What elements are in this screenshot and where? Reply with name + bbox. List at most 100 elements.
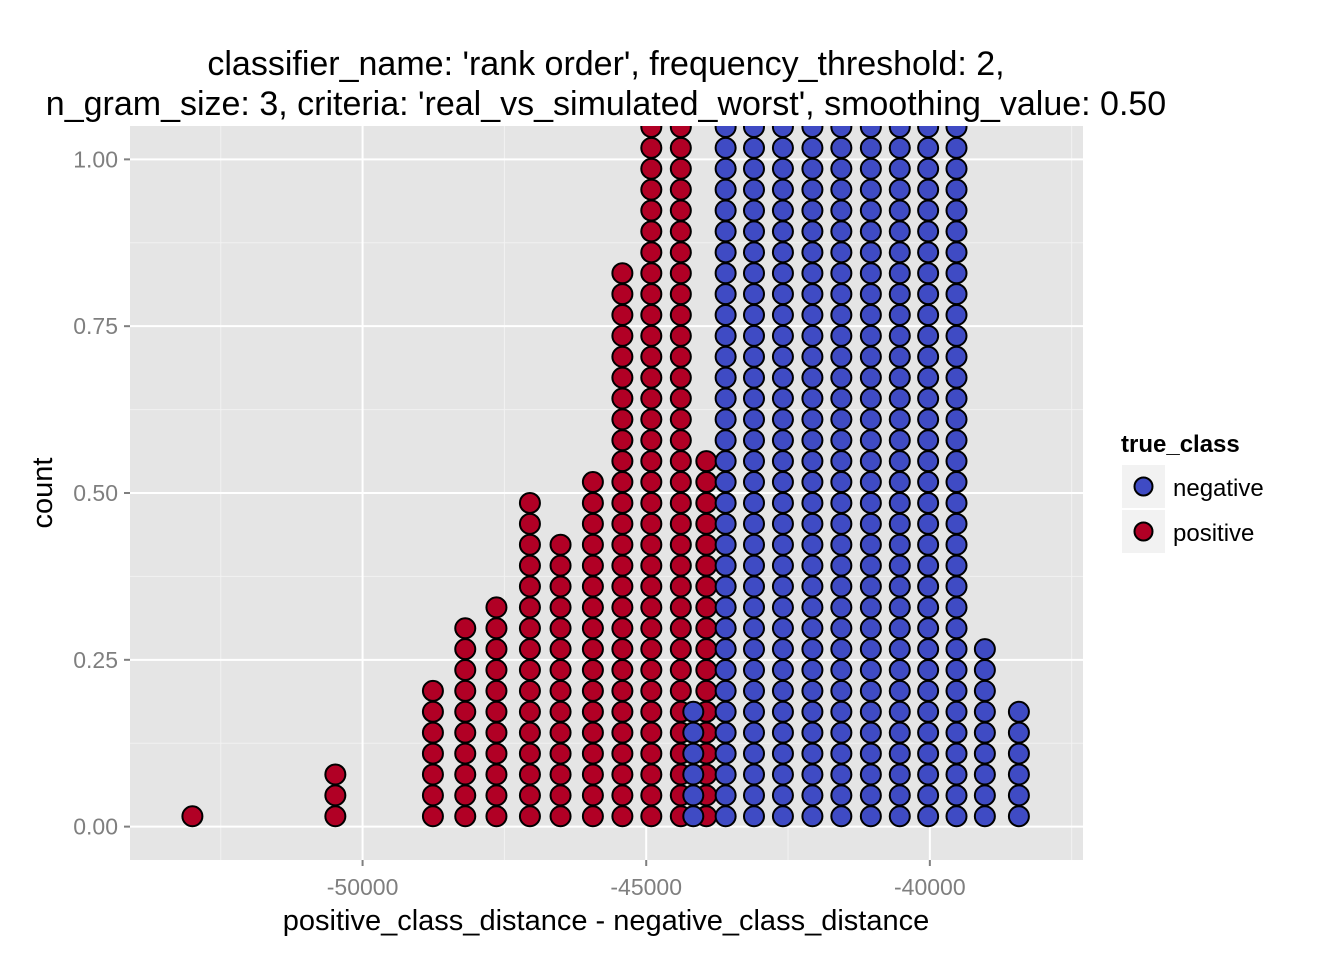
dot-negative xyxy=(771,721,794,744)
dot-positive xyxy=(695,491,718,514)
dot-negative xyxy=(888,700,911,723)
dot-positive xyxy=(581,617,604,640)
dot-negative xyxy=(859,512,882,535)
dot-positive xyxy=(549,784,572,807)
dot-positive xyxy=(669,126,692,138)
dot-positive xyxy=(695,554,718,577)
dot-positive xyxy=(454,721,477,744)
dot-negative xyxy=(888,659,911,682)
dot-negative xyxy=(917,283,940,306)
dot-negative xyxy=(801,638,824,661)
dot-negative xyxy=(801,742,824,765)
dot-positive xyxy=(611,659,634,682)
dot-negative xyxy=(888,512,911,535)
dot-negative xyxy=(742,554,765,577)
dot-negative xyxy=(771,366,794,389)
dot-positive xyxy=(640,324,663,347)
dot-negative xyxy=(801,345,824,368)
dot-positive xyxy=(640,512,663,535)
dot-negative xyxy=(714,345,737,368)
dot-positive xyxy=(454,805,477,828)
dot-positive xyxy=(695,471,718,494)
dot-negative xyxy=(917,178,940,201)
dot-negative xyxy=(888,784,911,807)
dot-positive xyxy=(669,262,692,285)
dot-negative xyxy=(888,126,911,138)
dot-negative xyxy=(917,491,940,514)
dot-negative xyxy=(945,324,968,347)
dot-positive xyxy=(421,679,444,702)
dot-negative xyxy=(742,533,765,556)
dot-negative xyxy=(917,471,940,494)
dot-negative xyxy=(888,763,911,786)
dot-positive xyxy=(669,450,692,473)
dot-negative xyxy=(714,763,737,786)
dot-negative xyxy=(801,533,824,556)
dot-negative xyxy=(830,408,853,431)
dot-positive xyxy=(454,638,477,661)
dot-negative xyxy=(830,763,853,786)
dot-positive xyxy=(611,429,634,452)
dot-positive xyxy=(611,387,634,410)
dot-negative xyxy=(830,324,853,347)
dot-negative xyxy=(917,659,940,682)
dot-negative xyxy=(771,450,794,473)
y-tick-label: 0.75 xyxy=(73,313,118,339)
dot-positive xyxy=(640,638,663,661)
dot-positive xyxy=(581,742,604,765)
dot-negative xyxy=(771,157,794,180)
dot-positive xyxy=(518,554,541,577)
dot-positive xyxy=(611,805,634,828)
dot-positive xyxy=(640,241,663,264)
dot-negative xyxy=(742,617,765,640)
dot-positive xyxy=(611,324,634,347)
legend-title: true_class xyxy=(1121,431,1240,458)
dot-negative xyxy=(742,387,765,410)
dot-negative xyxy=(973,763,996,786)
dot-positive xyxy=(640,178,663,201)
dot-negative xyxy=(742,575,765,598)
dot-negative xyxy=(830,303,853,326)
y-tick-label: 0.00 xyxy=(73,814,118,840)
dot-negative xyxy=(771,241,794,264)
dot-negative xyxy=(771,199,794,222)
dot-positive xyxy=(695,617,718,640)
y-tick-label: 0.50 xyxy=(73,480,118,506)
dot-negative xyxy=(801,220,824,243)
dot-negative xyxy=(714,408,737,431)
dot-negative xyxy=(801,659,824,682)
dot-negative xyxy=(888,178,911,201)
dot-negative xyxy=(917,136,940,159)
dot-positive xyxy=(611,283,634,306)
dot-negative xyxy=(859,805,882,828)
dot-positive xyxy=(669,659,692,682)
dot-positive xyxy=(454,679,477,702)
legend: true_class negative positive xyxy=(1121,431,1264,553)
dot-negative xyxy=(771,742,794,765)
dot-negative xyxy=(801,491,824,514)
dot-positive xyxy=(669,220,692,243)
dot-negative xyxy=(742,303,765,326)
dot-negative xyxy=(682,721,705,744)
dot-negative xyxy=(888,575,911,598)
dot-positive xyxy=(611,303,634,326)
dot-negative xyxy=(801,324,824,347)
dot-positive xyxy=(669,512,692,535)
dot-positive xyxy=(421,805,444,828)
dot-negative xyxy=(917,638,940,661)
dot-negative xyxy=(742,157,765,180)
dot-negative xyxy=(945,763,968,786)
dot-negative xyxy=(945,366,968,389)
dot-positive xyxy=(581,659,604,682)
dot-negative xyxy=(830,742,853,765)
dot-negative xyxy=(771,303,794,326)
dot-negative xyxy=(973,721,996,744)
dot-negative xyxy=(801,700,824,723)
dot-negative xyxy=(682,784,705,807)
dot-positive xyxy=(581,700,604,723)
dot-positive xyxy=(454,700,477,723)
dot-negative xyxy=(859,471,882,494)
dot-positive xyxy=(611,450,634,473)
dot-positive xyxy=(611,721,634,744)
dot-negative xyxy=(1007,721,1030,744)
